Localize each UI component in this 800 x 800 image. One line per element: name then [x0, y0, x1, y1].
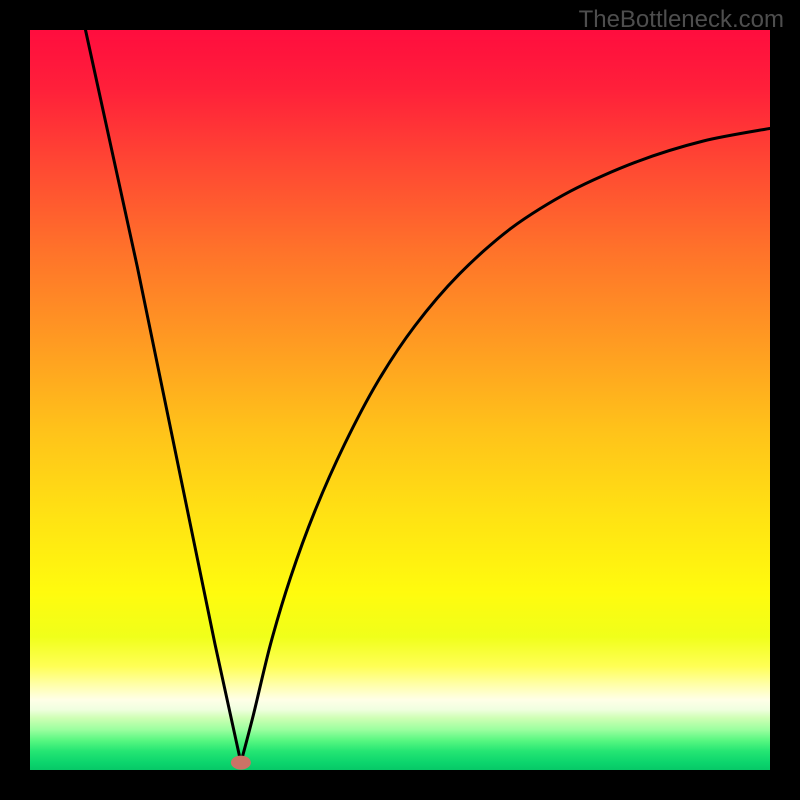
plot-background: [30, 30, 770, 770]
minimum-marker: [231, 756, 251, 770]
chart-svg: [0, 0, 800, 800]
watermark-text: TheBottleneck.com: [579, 6, 784, 34]
chart-container: { "watermark": "TheBottleneck.com", "cha…: [0, 0, 800, 800]
